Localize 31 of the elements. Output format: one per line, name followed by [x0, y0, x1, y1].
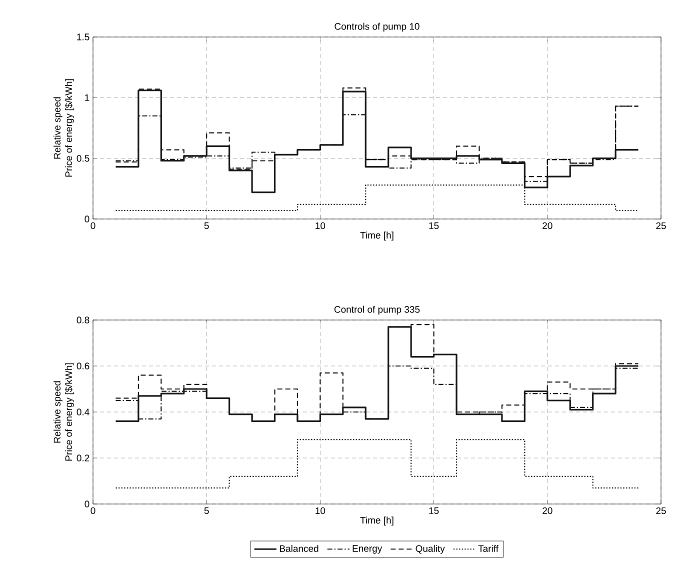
x-tick-label: 25	[656, 222, 666, 230]
y-tick-label: 0	[84, 216, 90, 222]
x-tick-label: 0	[90, 507, 96, 514]
y-tick-label: 0.8	[76, 316, 90, 324]
x-axis-title: Time [h]	[360, 232, 394, 240]
y-tick-label: 1	[85, 94, 90, 101]
chart-title: Controls of pump 10	[334, 22, 420, 32]
x-tick-label: 5	[204, 507, 209, 514]
y-tick-label: 0.4	[76, 408, 90, 416]
x-tick-label: 20	[542, 222, 552, 230]
y-axis-title: Relative speed Price of energy [$/kWh]	[54, 79, 74, 177]
legend-label: Energy	[352, 545, 382, 554]
chart-title: Control of pump 335	[334, 306, 420, 315]
y-tick-label: 0.5	[76, 154, 90, 162]
legend-label: Balanced	[280, 544, 318, 552]
x-axis-title: Time [h]	[360, 516, 394, 526]
x-tick-label: 15	[429, 507, 439, 514]
x-tick-label: 15	[429, 222, 439, 229]
y-tick-label: 1.5	[77, 34, 90, 40]
y-tick-label: 0.2	[76, 454, 90, 462]
x-tick-label: 10	[316, 507, 326, 514]
x-tick-label: 5	[204, 222, 209, 229]
legend-label: Quality	[416, 544, 445, 554]
y-tick-label: 0	[84, 500, 90, 508]
x-tick-label: 20	[542, 507, 552, 514]
x-tick-label: 0	[90, 222, 96, 230]
x-tick-label: 25	[656, 507, 666, 514]
legend-label: Tariff	[478, 544, 499, 552]
y-tick-label: 0.6	[76, 362, 90, 370]
y-axis-title: Relative speed Price of energy [$/kWh]	[54, 363, 74, 461]
x-tick-label: 10	[316, 222, 326, 230]
